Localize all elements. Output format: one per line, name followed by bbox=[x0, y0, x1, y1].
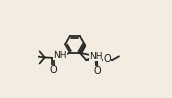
Text: O: O bbox=[49, 64, 57, 74]
Text: NH: NH bbox=[89, 52, 102, 61]
Text: O: O bbox=[94, 66, 101, 76]
Text: O: O bbox=[103, 54, 111, 64]
Text: NH: NH bbox=[53, 51, 67, 60]
